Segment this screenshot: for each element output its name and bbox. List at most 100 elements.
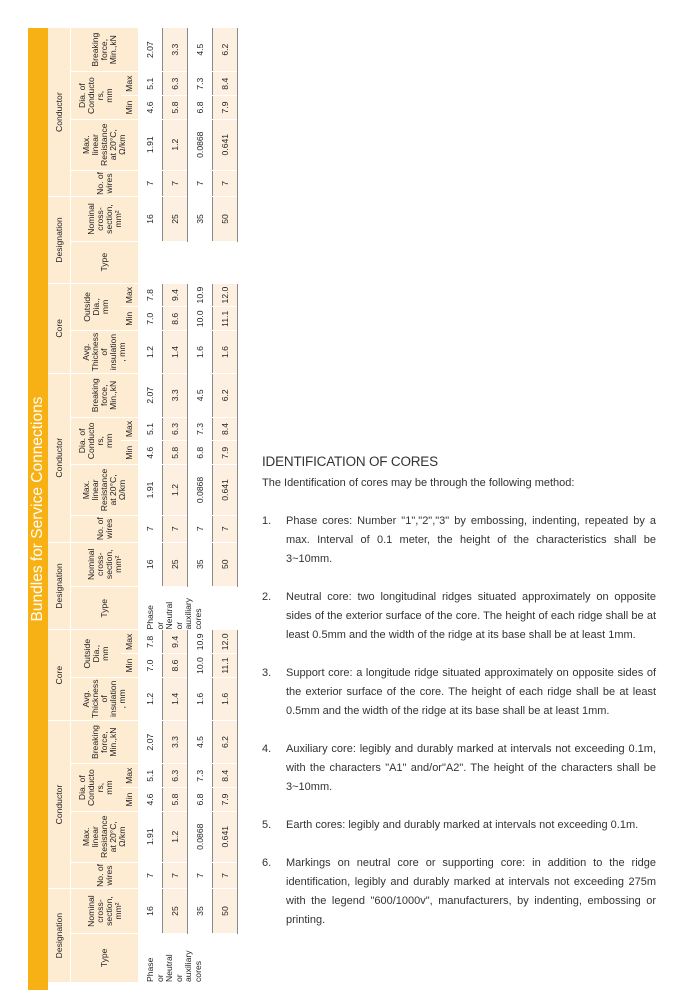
table-cell: 16 [138,196,163,242]
subheader-dia-conductor: Dia. of Conducto rs, mm [70,763,121,812]
table-cell: 5.1 [138,763,163,788]
table-cell: 1.2 [162,464,188,516]
table-cell: 50 [212,888,238,934]
table-cell: 7.9 [212,787,238,812]
table-cell: 7.8 [138,629,163,654]
table-cell: 7.3 [187,763,213,788]
subheader-nominal: Nominal cross- section, mm² [70,542,138,587]
subheader-nominal: Nominal cross- section, mm² [70,196,138,242]
table-row: Phase or Neutral or auxiliary cores 16 7 1.… [138,28,238,983]
table-cell: 1.4 [162,677,188,721]
group-header-row: Designation Conductor Core Designation Condu… [48,28,71,983]
table-cell: 16 [138,888,163,934]
table-cell: 7 [162,170,188,197]
identification-section: IDENTIFICATION OF CORES The Identificati… [262,454,656,949]
table-cell: 8.4 [212,763,238,788]
table-cell: 1.6 [187,677,213,721]
subheader-wires: No. of wires [70,170,138,197]
table-cell: 7 [212,862,238,889]
table-title: Bundles for Service Connections [29,396,46,622]
subheader-dia-conductor: Dia. of Conducto rs, mm [70,417,121,465]
table-cell: 5.8 [162,95,188,120]
table-cell: 9.4 [162,629,188,654]
item-number: 6. [262,857,272,869]
table-row: 25 7 1.2 5.8 6.3 3.3 1.4 8.6 9.4 25 7 1.2 5.8 6.3 3.3 1… [162,28,188,983]
table-cell: 0.0868 [187,119,213,171]
section-heading: IDENTIFICATION OF CORES [262,454,438,469]
table-cell: 9.4 [162,283,188,307]
table-cell: 50 [212,542,238,587]
table-cell: 1.2 [162,811,188,863]
table-cell: 35 [187,542,213,587]
table-cell: 7.9 [212,440,238,465]
table-cell: 5.1 [138,71,163,96]
subheader-outside-dia: Outside Dia., mm [70,283,121,331]
table-cell: 10.9 [187,283,213,307]
item-text: Support core: a longitude ridge situated… [286,667,656,717]
subheader-row: Type Nominal cross- section, mm² No. of wi… [70,28,138,983]
subheader-breaking: Breaking force, Min.,kN [70,28,138,72]
subheader-type: Type [70,586,138,630]
group-designation: Designation [48,196,71,284]
table-cell: 1.6 [212,677,238,721]
table-cell: 1.2 [162,119,188,171]
table-cell: 1.4 [162,330,188,374]
table-cell: 50 [212,196,238,242]
item-text: Markings on neutral core or supporting c… [286,857,656,926]
list-item: 6. Markings on neutral core or supporting… [262,854,656,930]
table-cell: 7 [138,170,163,197]
item-number: 1. [262,515,272,527]
table-cell: 4.6 [138,95,163,120]
spec-table: Designation Conductor Core Designation Condu… [48,28,238,983]
subheader-resistance: Max. linear Resistance at 20°C, Ω/km [70,464,138,516]
max-label: Max [121,417,138,441]
group-designation: Designation [48,888,71,983]
table-cell: 7 [187,515,213,543]
table-cell: 4.6 [138,787,163,812]
item-text: Earth cores: legibly and durably marked … [286,819,639,831]
table-cell: 1.6 [187,330,213,374]
table-cell: 7 [138,515,163,543]
table-cell: 6.3 [162,763,188,788]
table-cell: 7 [162,862,188,889]
table-cell: 0.641 [212,464,238,516]
table-cell: 1.91 [138,464,163,516]
table-cell: 8.4 [212,417,238,441]
table-cell: 35 [187,888,213,934]
max-label: Max [121,763,138,788]
item-text: Phase cores: Number "1","2","3" by embos… [286,515,656,565]
table-cell: 1.91 [138,119,163,171]
item-number: 4. [262,743,272,755]
table-row: 35 7 0.0868 6.8 7.3 4.5 1.6 10.0 10.9 35 7 0.0868 6.… [187,28,213,983]
subheader-wires: No. of wires [70,862,138,889]
table-cell: 7.0 [138,306,163,331]
table-cell: 7.3 [187,417,213,441]
table-cell: 12.0 [212,283,238,307]
group-conductor: Conductor [48,28,71,197]
table-cell: 12.0 [212,629,238,654]
subheader-thickness: Avg. Thickness of insulation , mm [70,330,138,374]
table-cell: 3.3 [162,373,188,418]
item-number: 3. [262,667,272,679]
table-cell: 6.2 [212,28,238,72]
table-cell: 8.6 [162,306,188,331]
section-intro: The Identification of cores may be throu… [262,477,575,489]
table-cell: 0.0868 [187,464,213,516]
subheader-type: Type [70,933,138,983]
subheader-nominal: Nominal cross- section, mm² [70,888,138,934]
table-cell: 6.8 [187,95,213,120]
table-cell: 16 [138,542,163,587]
table-cell: 25 [162,888,188,934]
table-cell: 7 [212,170,238,197]
min-label: Min [121,95,138,120]
table-cell: 4.6 [138,440,163,465]
group-core: Core [48,629,71,721]
subheader-wires: No. of wires [70,515,138,543]
list-item: 5. Earth cores: legibly and durably marke… [262,816,656,835]
table-cell: 0.641 [212,811,238,863]
subheader-type: Type [70,241,138,284]
group-conductor: Conductor [48,373,71,543]
group-conductor: Conductor [48,720,71,889]
list-item: 4. Auxiliary core: legibly and durably ma… [262,740,656,797]
table-cell: 8.6 [162,653,188,678]
